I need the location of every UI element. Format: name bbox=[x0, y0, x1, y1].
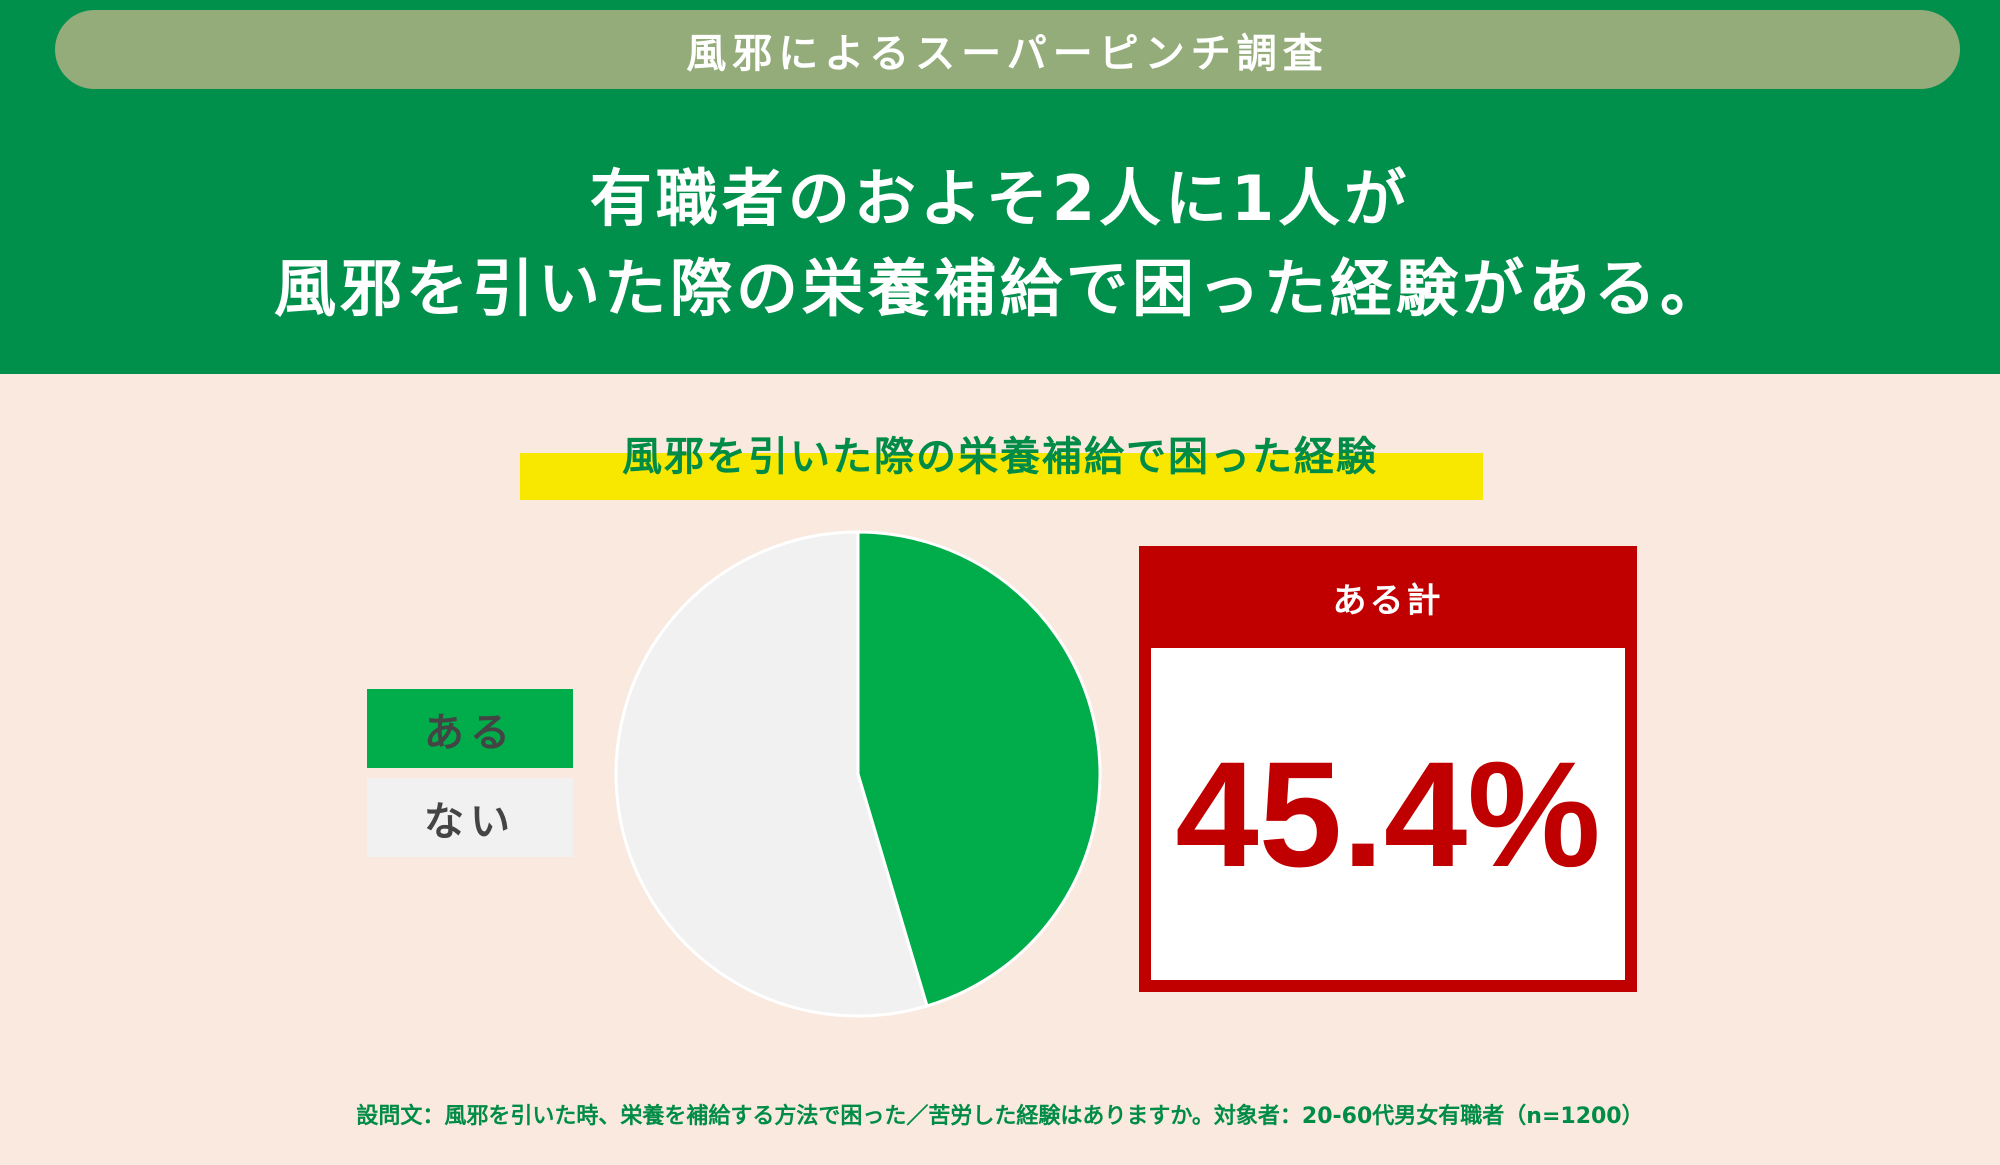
legend-item-aru: ある bbox=[367, 689, 573, 768]
headline-line2: 風邪を引いた際の栄養補給で困った経験がある。 bbox=[273, 252, 1726, 325]
pie-slice-nai bbox=[614, 530, 929, 1018]
callout-value: 45.4% bbox=[1175, 729, 1601, 898]
total-callout: ある計 45.4% bbox=[1139, 546, 1637, 992]
subtitle-highlight bbox=[520, 453, 1483, 500]
survey-banner: 風邪によるスーパーピンチ調査 bbox=[55, 10, 1960, 89]
headline-line1: 有職者のおよそ2人に1人が bbox=[589, 162, 1411, 235]
pie-slice-aru bbox=[856, 530, 1102, 1008]
chart-title: 風邪を引いた際の栄養補給で困った経験 bbox=[622, 434, 1378, 480]
header-band: 風邪によるスーパーピンチ調査 有職者のおよそ2人に1人が 風邪を引いた際の栄養補… bbox=[0, 0, 2000, 374]
footnote: 設問文：風邪を引いた時、栄養を補給する方法で困った／苦労した経験はありますか。対… bbox=[356, 1104, 1644, 1129]
legend-item-nai: ない bbox=[367, 778, 573, 857]
callout-label: ある計 bbox=[1332, 580, 1444, 621]
